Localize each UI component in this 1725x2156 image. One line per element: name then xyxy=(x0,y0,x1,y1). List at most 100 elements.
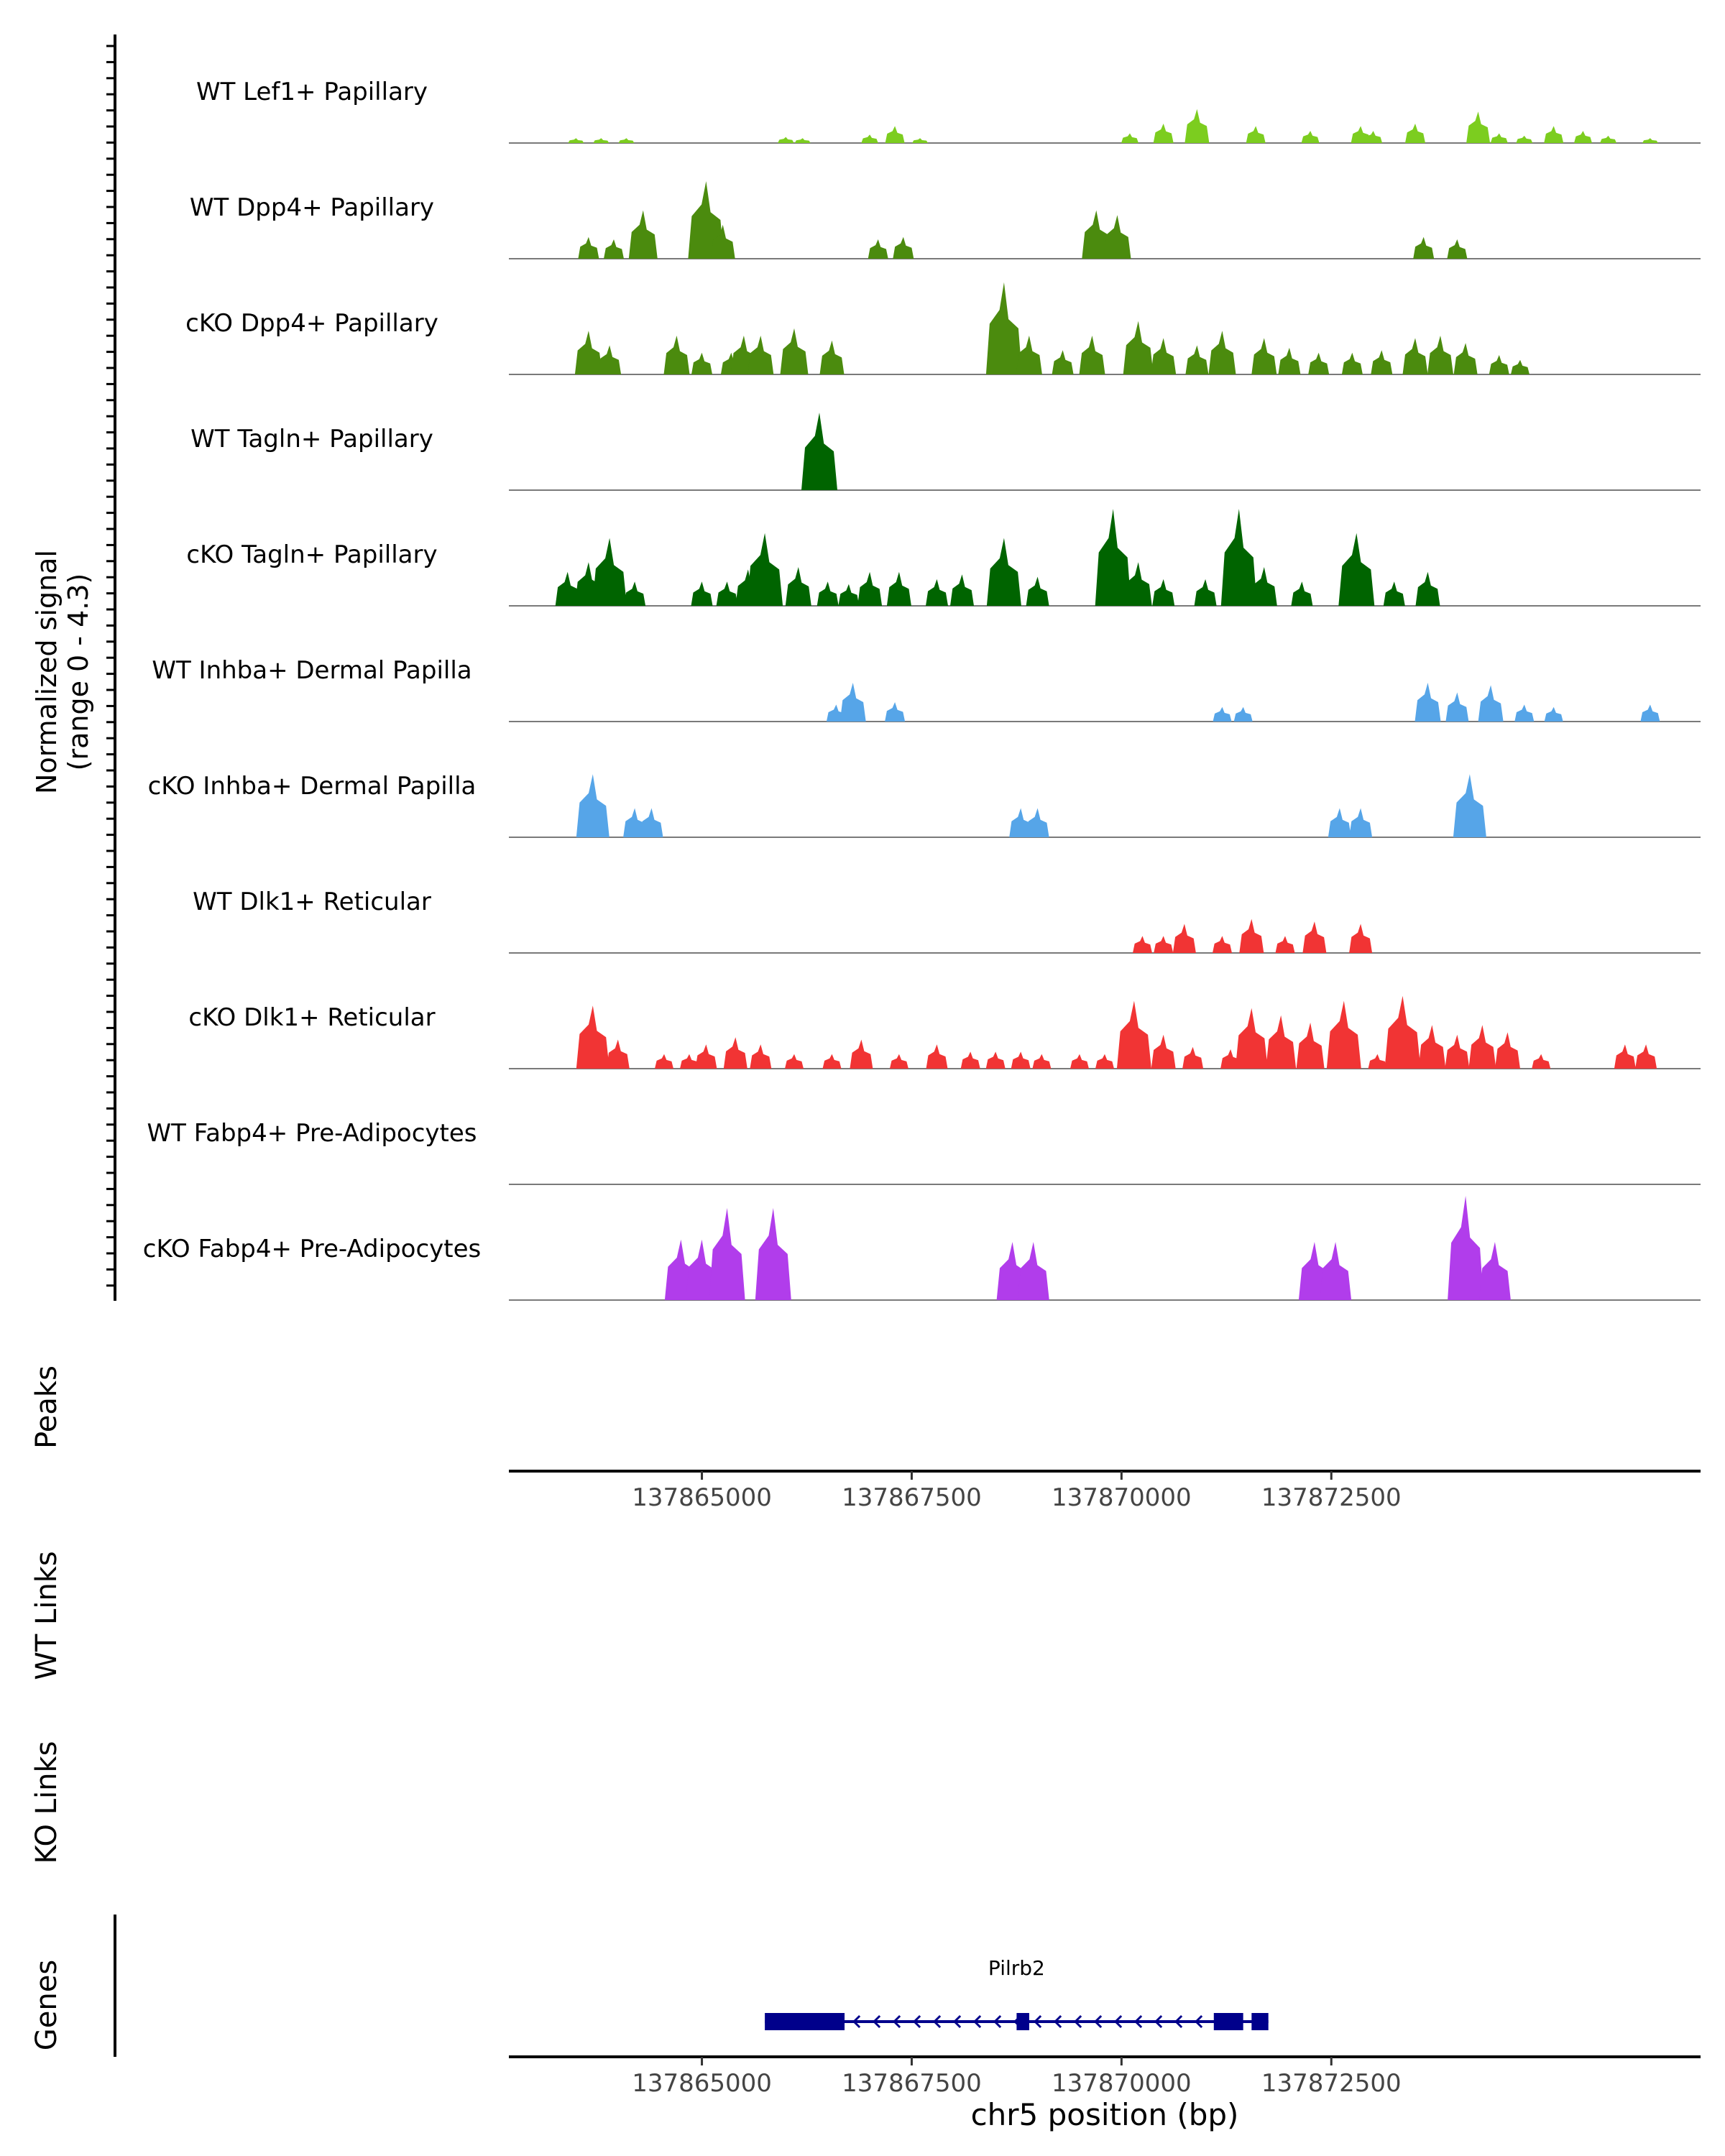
gene-exon xyxy=(1213,2013,1243,2030)
coverage-peak xyxy=(886,571,911,606)
coverage-peak xyxy=(624,581,646,606)
coverage-peak xyxy=(1291,581,1313,606)
coverage-track: WT Dpp4+ Papillary xyxy=(190,181,1701,259)
coverage-peak xyxy=(691,352,712,374)
coverage-peak xyxy=(950,574,974,606)
coverage-peak xyxy=(1349,923,1373,953)
y-axis-label: Normalized signal xyxy=(31,550,63,794)
coverage-peak xyxy=(1447,239,1468,259)
track-label: WT Tagln+ Papillary xyxy=(190,425,433,453)
coverage-peak xyxy=(850,1039,873,1069)
coverage-peak xyxy=(1246,126,1266,143)
coverage-peak xyxy=(1070,1054,1089,1069)
coverage-peak xyxy=(576,774,610,837)
coverage-peak xyxy=(1185,345,1209,374)
x-tick-label: 137867500 xyxy=(842,2069,982,2098)
coverage-peak xyxy=(1371,350,1393,374)
coverage-peak xyxy=(1364,131,1383,143)
coverage-peak xyxy=(1235,1008,1268,1069)
strand-arrow xyxy=(1133,2014,1143,2029)
coverage-peak xyxy=(568,138,584,143)
strand-arrow xyxy=(912,2014,921,2029)
coverage-peak xyxy=(1478,1242,1511,1300)
coverage-peak xyxy=(1052,350,1074,374)
coverage-peak xyxy=(1338,533,1375,606)
coverage-track: cKO Dpp4+ Papillary xyxy=(185,282,1701,375)
coverage-peak xyxy=(1182,1046,1204,1069)
coverage-peak xyxy=(1009,808,1033,837)
x-tick-label: 137872500 xyxy=(1261,2069,1402,2098)
track-label: cKO Tagln+ Papillary xyxy=(186,540,437,569)
coverage-peak xyxy=(785,567,811,606)
coverage-peak xyxy=(1116,1000,1151,1069)
coverage-peak xyxy=(1516,135,1533,143)
coverage-peak xyxy=(1152,579,1175,606)
coverage-track: WT Fabp4+ Pre-Adipocytes xyxy=(147,1119,1701,1185)
coverage-peak xyxy=(555,571,580,606)
gene-exon xyxy=(1251,2013,1269,2030)
coverage-peak xyxy=(748,336,774,374)
coverage-peak xyxy=(1489,355,1509,374)
strand-arrow xyxy=(1093,2014,1103,2029)
coverage-peak xyxy=(1082,210,1111,259)
signal-y-axis-ticks xyxy=(106,45,115,1287)
coverage-peak xyxy=(1278,347,1301,374)
track-label: cKO Fabp4+ Pre-Adipocytes xyxy=(143,1235,482,1263)
track-label: cKO Dlk1+ Reticular xyxy=(188,1003,435,1032)
coverage-peak xyxy=(1239,918,1264,953)
coverage-peak xyxy=(1103,215,1131,259)
coverage-peak xyxy=(1490,133,1508,143)
coverage-peak xyxy=(785,1054,804,1069)
coverage-peak xyxy=(1326,1000,1361,1069)
coverage-peak xyxy=(1220,1049,1241,1069)
coverage-peak xyxy=(1600,135,1617,143)
coverage-peak xyxy=(598,345,622,374)
track-label: WT Fabp4+ Pre-Adipocytes xyxy=(147,1119,477,1148)
coverage-peak xyxy=(1095,509,1131,606)
coverage-peak xyxy=(709,1207,745,1300)
coverage-peak xyxy=(840,683,866,722)
coverage-peak xyxy=(1383,581,1405,606)
coverage-peak xyxy=(1213,706,1232,722)
coverage-peak xyxy=(1296,1022,1325,1069)
coverage-peak xyxy=(1368,1054,1387,1069)
coverage-peak xyxy=(1124,562,1152,606)
coverage-track: cKO Dlk1+ Reticular xyxy=(188,995,1701,1069)
coverage-peak xyxy=(623,808,647,837)
coverage-peak xyxy=(885,126,905,143)
coverage-peak xyxy=(1635,1044,1657,1069)
coverage-peak xyxy=(1153,124,1174,143)
gene-exon xyxy=(765,2013,845,2030)
coverage-peak xyxy=(1427,336,1453,374)
coverage-peak xyxy=(1349,808,1373,837)
coverage-peak xyxy=(1026,808,1049,837)
coverage-peak xyxy=(1123,321,1154,374)
genes-track-label: Genes xyxy=(30,1960,63,2050)
coverage-peak xyxy=(710,224,735,259)
coverage-track: cKO Fabp4+ Pre-Adipocytes xyxy=(143,1196,1701,1301)
coverage-peak xyxy=(1032,1054,1052,1069)
coverage-peak xyxy=(680,1054,699,1069)
coverage-peak xyxy=(1213,936,1232,953)
coverage-peak xyxy=(1301,131,1320,143)
coverage-peak xyxy=(1544,706,1563,722)
coverage-peak xyxy=(885,702,906,722)
peaks-x-axis-ticks: 137865000 137867500 137870000 137872500 xyxy=(632,1471,1402,1512)
coverage-track: cKO Inhba+ Dermal Papilla xyxy=(148,772,1701,838)
coverage-peak xyxy=(750,1044,772,1069)
coverage-peak xyxy=(778,137,794,143)
coverage-peak xyxy=(861,134,878,143)
coverage-peak xyxy=(578,236,599,259)
track-label: WT Dpp4+ Papillary xyxy=(190,193,434,222)
coverage-peak xyxy=(1026,576,1049,606)
coverage-peak xyxy=(691,581,713,606)
coverage-peak xyxy=(1453,774,1486,837)
peaks-track-label: Peaks xyxy=(30,1365,63,1449)
strand-arrow xyxy=(972,2014,982,2029)
coverage-track: cKO Tagln+ Papillary xyxy=(186,509,1701,607)
strand-arrow xyxy=(932,2014,942,2029)
coverage-peak xyxy=(926,1044,948,1069)
coverage-peak xyxy=(1016,336,1042,374)
coverage-peak xyxy=(1133,936,1152,953)
strand-arrow xyxy=(1113,2014,1123,2029)
